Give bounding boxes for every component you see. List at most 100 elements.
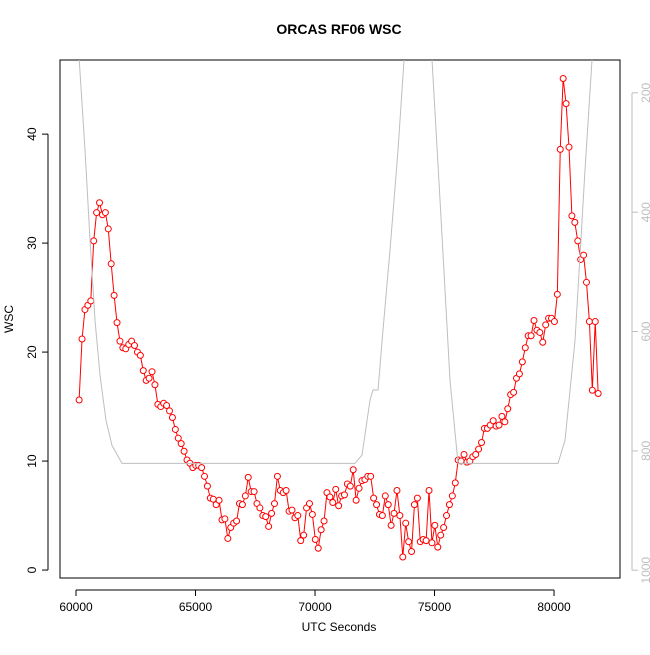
data-point	[317, 526, 325, 534]
data-point	[349, 466, 357, 474]
data-point	[425, 486, 433, 494]
data-point	[256, 504, 264, 512]
data-point	[495, 421, 503, 429]
data-point	[443, 512, 451, 520]
plot-frame	[59, 59, 621, 579]
data-point	[536, 328, 544, 336]
data-point	[387, 521, 395, 529]
data-point	[410, 501, 418, 509]
data-point	[489, 417, 497, 425]
data-point	[588, 386, 596, 394]
x-tick-label: 60000	[59, 600, 93, 614]
y-tick-label: 40	[25, 127, 39, 141]
data-point	[116, 337, 124, 345]
data-point	[431, 521, 439, 529]
y2-tick-label: 600	[639, 321, 650, 341]
data-point	[308, 510, 316, 518]
data-point	[265, 522, 273, 530]
data-point	[381, 492, 389, 500]
data-point	[244, 473, 252, 481]
data-point	[390, 509, 398, 517]
data-point	[139, 367, 147, 375]
data-point	[475, 445, 483, 453]
y-tick-label: 0	[25, 566, 39, 573]
data-point	[355, 484, 363, 492]
y2-tick-label: 400	[639, 202, 650, 222]
data-point	[262, 513, 270, 521]
data-point	[422, 537, 430, 545]
data-point	[145, 374, 153, 382]
data-point	[168, 413, 176, 421]
data-point	[437, 531, 445, 539]
data-point	[370, 494, 378, 502]
data-point	[582, 278, 590, 286]
data-point	[553, 290, 561, 298]
data-point	[335, 502, 343, 510]
data-point	[131, 342, 139, 350]
series-line	[78, 78, 599, 558]
data-point	[110, 291, 118, 299]
data-point	[428, 539, 436, 547]
x-tick-label: 80000	[537, 600, 571, 614]
data-point	[515, 370, 523, 378]
data-point	[294, 512, 302, 520]
data-point	[585, 318, 593, 326]
data-point	[201, 472, 209, 480]
data-point	[504, 405, 512, 413]
data-point	[268, 509, 276, 517]
data-point	[413, 494, 421, 502]
data-point	[373, 501, 381, 509]
data-point	[565, 143, 573, 151]
data-point	[367, 472, 375, 480]
y-tick-label: 30	[25, 236, 39, 250]
data-point	[451, 479, 459, 487]
x-tick-label: 65000	[179, 600, 213, 614]
data-point	[580, 251, 588, 259]
data-point	[241, 492, 249, 500]
y2-tick-label: 200	[639, 82, 650, 102]
data-point	[148, 368, 156, 376]
data-point	[87, 297, 95, 305]
data-point	[203, 482, 211, 490]
data-point	[113, 319, 121, 327]
data-point	[510, 388, 518, 396]
data-point	[594, 389, 602, 397]
plot-area	[75, 60, 602, 561]
data-point	[332, 485, 340, 493]
data-point	[448, 492, 456, 500]
data-point	[320, 517, 328, 525]
data-point	[384, 501, 392, 509]
data-point	[326, 493, 334, 501]
data-point	[297, 537, 305, 545]
data-point	[340, 491, 348, 499]
chart-title: ORCAS RF06 WSC	[276, 21, 401, 37]
data-point	[177, 440, 185, 448]
data-point	[180, 447, 188, 455]
data-point	[440, 524, 448, 532]
data-point	[498, 412, 506, 420]
data-point	[314, 544, 322, 552]
data-point	[282, 486, 290, 494]
series-line	[78, 60, 593, 464]
data-point	[556, 145, 564, 153]
x-tick-label: 75000	[418, 600, 452, 614]
data-point	[478, 439, 486, 447]
data-point	[530, 316, 538, 324]
data-point	[107, 260, 115, 268]
data-point	[472, 451, 480, 459]
data-point	[574, 237, 582, 245]
data-point	[405, 538, 413, 546]
data-point	[352, 496, 360, 504]
data-point	[591, 318, 599, 326]
data-point	[311, 536, 319, 544]
data-point	[329, 498, 337, 506]
data-point	[550, 318, 558, 326]
data-point	[90, 237, 98, 245]
data-point	[571, 218, 579, 226]
data-point	[300, 531, 308, 539]
data-point	[568, 212, 576, 220]
data-point	[224, 534, 232, 542]
data-point	[305, 500, 313, 508]
x-axis-label: UTC Seconds	[302, 620, 377, 634]
